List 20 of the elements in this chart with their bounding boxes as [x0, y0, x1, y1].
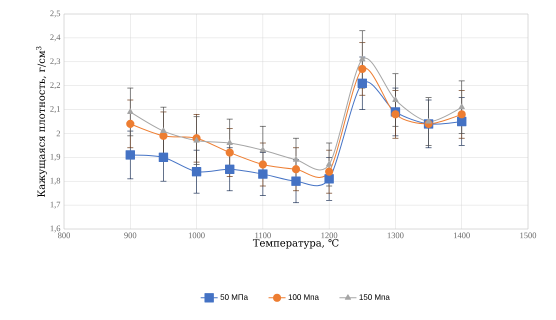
y-tick-label: 2,3: [50, 58, 60, 66]
x-tick-label: 1500: [520, 232, 536, 238]
y-tick-label: 2,4: [50, 34, 60, 42]
x-tick-label: 1200: [321, 232, 338, 238]
y-tick-label: 1,6: [50, 226, 60, 232]
x-tick-label: 900: [124, 232, 136, 238]
y-axis-title: Кажущаяся плотность, г/см$^{3}$: [36, 46, 48, 197]
x-tick-label: 1100: [255, 232, 271, 238]
x-tick-label: 1000: [188, 232, 205, 238]
x-tick-label: 800: [58, 232, 70, 238]
y-tick-label: 1,7: [50, 202, 60, 209]
y-tick-label: 1,8: [50, 178, 60, 185]
y-tick-label: 2,2: [50, 82, 60, 90]
y-tick-label: 1,9: [50, 154, 60, 161]
x-tick-label: 1400: [454, 232, 470, 238]
y-tick-label: 2: [56, 130, 60, 136]
y-tick-label: 2,5: [50, 10, 60, 18]
x-axis-title: Температура, ℃: [252, 239, 339, 249]
x-tick-label: 1300: [388, 232, 404, 238]
y-tick-label: 2,1: [50, 106, 60, 114]
